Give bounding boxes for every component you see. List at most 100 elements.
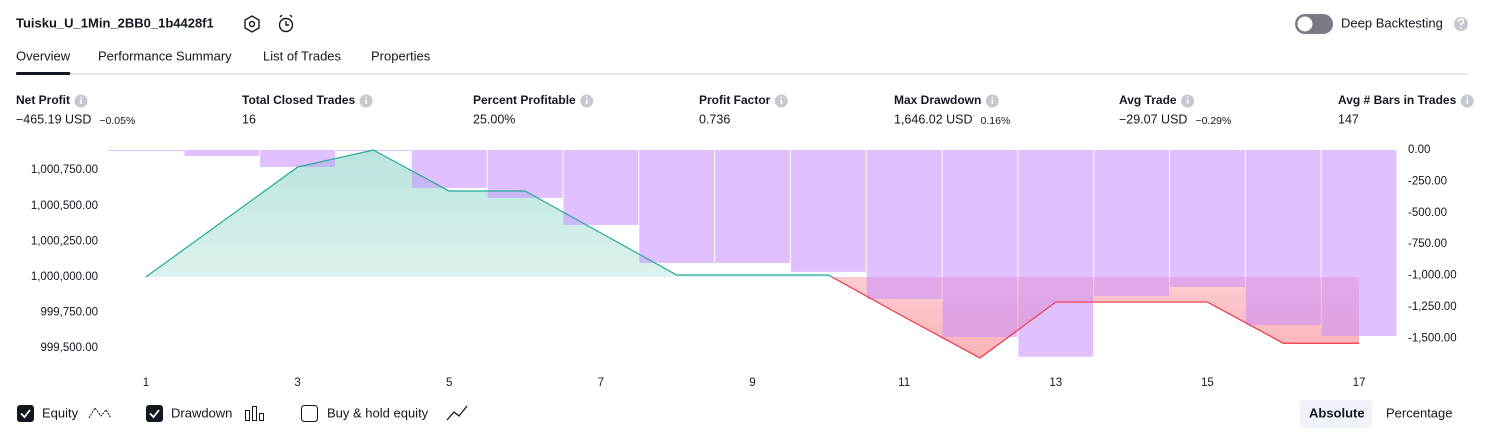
metric-value: 1,646.02 USD	[894, 112, 973, 126]
metric-value: 25.00%	[473, 112, 515, 126]
alert-icon[interactable]	[278, 14, 294, 33]
drawdown-bar	[108, 150, 184, 151]
metric-value: 16	[242, 112, 256, 126]
deep-backtesting-toggle[interactable]	[1295, 14, 1333, 34]
metric-change: −0.05%	[99, 115, 135, 127]
scale-button[interactable]: Absolute	[1309, 405, 1365, 420]
y2-tick-label: -1,000.00	[1408, 270, 1457, 282]
info-icon-glyph	[1466, 96, 1469, 99]
y2-tick-label: -750.00	[1408, 238, 1447, 250]
y2-tick-label: 0.00	[1408, 144, 1430, 156]
metric-change: 0.16%	[981, 115, 1011, 127]
drawdown-bar	[942, 150, 1018, 337]
x-tick-label: 13	[1049, 377, 1062, 389]
info-icon-glyph	[365, 99, 367, 104]
drawdown-checkbox[interactable]	[146, 405, 163, 422]
drawdown-bar	[866, 150, 942, 299]
active-tab-underline	[16, 72, 71, 75]
metric-value: −465.19 USD	[16, 112, 91, 126]
drawdown-bar	[715, 150, 790, 264]
info-icon-glyph	[365, 96, 368, 99]
metric-label: Max Drawdown	[894, 93, 981, 107]
info-icon-glyph	[1466, 99, 1469, 104]
tab[interactable]: Properties	[371, 48, 431, 63]
metric-change: −0.29%	[1195, 115, 1231, 127]
y2-tick-label: -1,250.00	[1408, 301, 1457, 313]
equity-area-positive	[145, 150, 832, 278]
buy-hold-checkbox[interactable]	[301, 405, 318, 422]
drawdown-checkbox-tick	[149, 409, 160, 419]
info-icon-glyph	[585, 96, 588, 99]
info-icon-glyph	[80, 96, 82, 99]
x-tick-label: 1	[143, 377, 149, 389]
tab[interactable]: Overview	[16, 48, 71, 63]
equity-line-negative	[145, 277, 1360, 359]
drawdown-bar	[1245, 150, 1321, 325]
settings-icon[interactable]	[244, 15, 260, 33]
tab[interactable]: Performance Summary	[98, 48, 232, 63]
x-tick-label: 11	[898, 377, 910, 389]
equity-checkbox[interactable]	[17, 405, 34, 422]
metric-label: Avg Trade	[1119, 93, 1177, 107]
drawdown-bar	[411, 150, 487, 189]
equity-checkbox-tick	[20, 409, 31, 419]
drawdown-bar	[1018, 150, 1094, 357]
info-icon-glyph	[991, 99, 994, 104]
tab[interactable]: List of Trades	[263, 48, 342, 63]
x-tick-label: 7	[598, 377, 604, 389]
deep-backtesting-label: Deep Backtesting	[1341, 15, 1443, 30]
metric-label: Percent Profitable	[473, 93, 576, 107]
x-tick-label: 17	[1353, 377, 1366, 389]
info-icon-glyph	[1186, 96, 1189, 99]
y-tick-label: 1,000,750.00	[31, 164, 98, 176]
strategy-name: Tuisku_U_1Min_2BB0_1b4428f1	[16, 15, 214, 30]
drawdown-bar	[639, 150, 715, 264]
y-tick-label: 1,000,250.00	[31, 235, 98, 247]
y2-tick-label: -1,500.00	[1408, 332, 1457, 344]
drawdown-legend-icon	[259, 413, 264, 421]
scale-button-bg	[1300, 400, 1372, 428]
metric-label: Profit Factor	[699, 93, 771, 107]
help-icon[interactable]	[1454, 17, 1468, 31]
metric-label: Avg # Bars in Trades	[1338, 93, 1457, 107]
y-tick-label: 1,000,000.00	[31, 271, 98, 283]
buy-hold-legend-icon	[446, 405, 468, 421]
y-tick-label: 999,750.00	[40, 307, 98, 319]
x-tick-label: 5	[446, 377, 452, 389]
x-tick-label: 9	[749, 377, 755, 389]
drawdown-legend-icon	[245, 410, 250, 421]
scale-button[interactable]: Percentage	[1386, 405, 1453, 420]
drawdown-bar	[184, 150, 260, 157]
x-tick-label: 15	[1201, 377, 1214, 389]
drawdown-bar	[1321, 150, 1397, 336]
x-tick-label: 3	[294, 377, 300, 389]
y2-tick-label: -500.00	[1408, 207, 1447, 219]
y-tick-label: 1,000,500.00	[31, 200, 98, 212]
legend-label: Equity	[42, 405, 79, 420]
drawdown-bar	[487, 150, 563, 198]
metric-label: Total Closed Trades	[242, 93, 355, 107]
info-icon-glyph	[1186, 99, 1189, 104]
drawdown-bar	[563, 150, 639, 225]
drawdown-bar	[260, 150, 335, 167]
drawdown-bar	[1170, 150, 1245, 288]
metric-value: 147	[1338, 112, 1359, 126]
info-icon-glyph	[780, 99, 783, 104]
content: Overview Performance Summary List of Trade…	[16, 48, 1474, 428]
legend-label: Buy & hold equity	[327, 405, 429, 420]
y-tick-label: 999,500.00	[40, 342, 98, 354]
equity-line-positive	[145, 149, 834, 278]
metric-value: −29.07 USD	[1119, 112, 1187, 126]
info-icon-glyph	[585, 99, 588, 104]
info-icon-glyph	[780, 96, 783, 99]
drawdown-bar	[790, 150, 866, 272]
y2-tick-label: -250.00	[1408, 175, 1447, 187]
drawdown-bar	[1094, 150, 1170, 296]
metric-value: 0.736	[699, 112, 730, 126]
info-icon-glyph	[991, 96, 994, 99]
drawdown-legend-icon	[252, 406, 257, 421]
equity-legend-icon	[88, 407, 112, 419]
metric-label: Net Profit	[16, 93, 70, 107]
legend-label: Drawdown	[171, 405, 232, 420]
